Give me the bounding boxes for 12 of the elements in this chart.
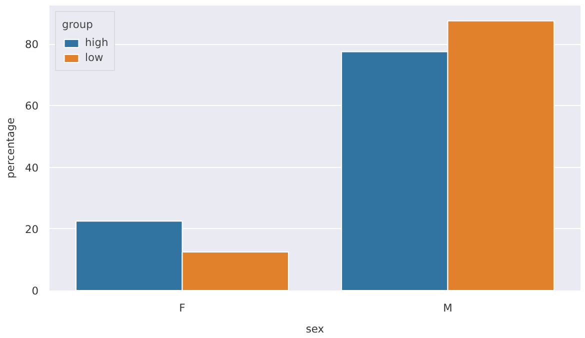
y-tick-label: 80 (24, 38, 39, 52)
y-tick-label: 20 (24, 222, 39, 236)
x-axis-title: sex (306, 322, 324, 336)
legend-title: group (62, 18, 94, 31)
x-tick-label: F (179, 302, 186, 314)
legend-label: high (85, 36, 108, 49)
y-tick-label: 40 (24, 161, 39, 174)
y-tick-label: 60 (24, 100, 39, 113)
legend-label: low (85, 51, 104, 64)
y-tick-label: 0 (32, 284, 39, 298)
y-axis-title: percentage (4, 118, 17, 178)
x-tick-label: M (443, 302, 452, 314)
